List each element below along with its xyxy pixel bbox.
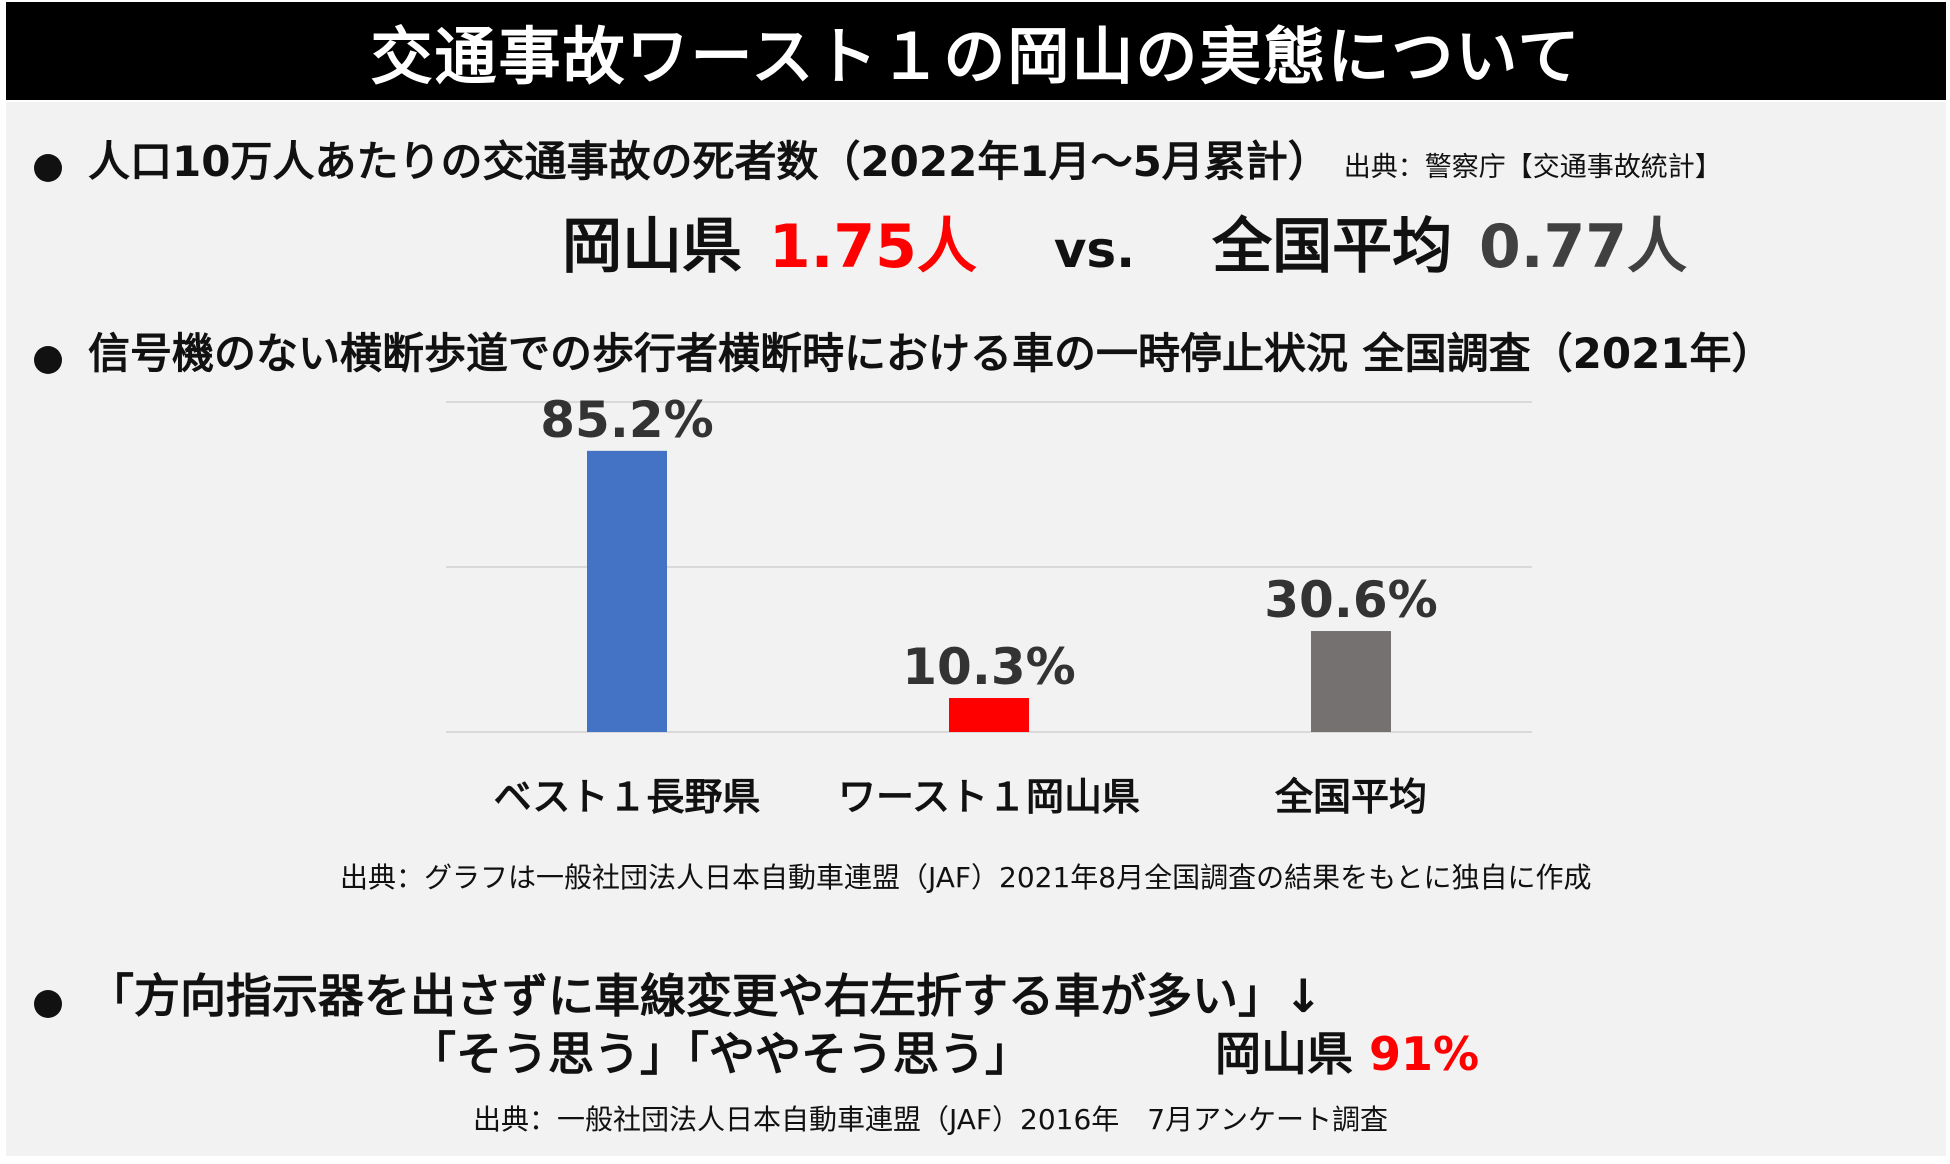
okayama-percentage: 91% — [1369, 1027, 1480, 1081]
bar-value-label-1: 10.3% — [902, 638, 1075, 696]
bar-0 — [587, 450, 667, 732]
okayama-label: 岡山県 — [562, 212, 742, 282]
category-label-0: ベスト１長野県 — [494, 775, 761, 819]
section3-answer: 「そう思う」「ややそう思う」 — [410, 1027, 1031, 1081]
section1-heading: 人口10万人あたりの交通事故の死者数（2022年1月～5月累計） — [88, 137, 1330, 186]
section3-quote: 「方向指示器を出さずに車線変更や右左折する車が多い」↓ — [88, 969, 1323, 1023]
content-panel — [6, 102, 1946, 1156]
section1-source: 出典：警察庁【交通事故統計】 — [1343, 152, 1722, 183]
bar-value-label-0: 85.2% — [540, 391, 713, 449]
national-death-rate: 0.77人 — [1478, 212, 1688, 282]
section2-source: 出典：グラフは一般社団法人日本自動車連盟（JAF）2021年8月全国調査の結果を… — [340, 861, 1592, 894]
okayama-death-rate: 1.75人 — [768, 212, 977, 282]
national-label: 全国平均 — [1212, 212, 1453, 282]
bullet-dot-icon — [34, 989, 62, 1018]
okayama-label-3: 岡山県 — [1215, 1027, 1353, 1081]
title-bar: 交通事故ワースト１の岡山の実態について — [6, 2, 1946, 100]
bullet-dot-icon — [34, 153, 62, 182]
bar-1 — [949, 698, 1029, 732]
section3-quote-row: 「方向指示器を出さずに車線変更や右左折する車が多い」↓ — [34, 960, 1323, 1026]
category-label-2: 全国平均 — [1274, 775, 1427, 819]
section3-result: 岡山県 91% — [1215, 1018, 1479, 1084]
bullet-dot-icon — [34, 345, 62, 374]
bar-value-label-2: 30.6% — [1264, 571, 1437, 629]
page-title: 交通事故ワースト１の岡山の実態について — [370, 20, 1582, 93]
section1-heading-row: 人口10万人あたりの交通事故の死者数（2022年1月～5月累計） 出典：警察庁【交… — [34, 128, 1722, 189]
category-label-1: ワースト１岡山県 — [838, 775, 1140, 819]
section2-heading-row: 信号機のない横断歩道での歩行者横断時における車の一時停止状況 全国調査（2021… — [34, 320, 1774, 381]
section3-source: 出典：一般社団法人日本自動車連盟（JAF）2016年 7月アンケート調査 — [473, 1103, 1388, 1136]
vs-text: vs. — [1053, 221, 1136, 279]
bar-2 — [1311, 631, 1391, 732]
section2-heading: 信号機のない横断歩道での歩行者横断時における車の一時停止状況 全国調査（2021… — [88, 329, 1774, 378]
section1-comparison: 岡山県 1.75人 vs. 全国平均 0.77人 — [562, 198, 1687, 285]
